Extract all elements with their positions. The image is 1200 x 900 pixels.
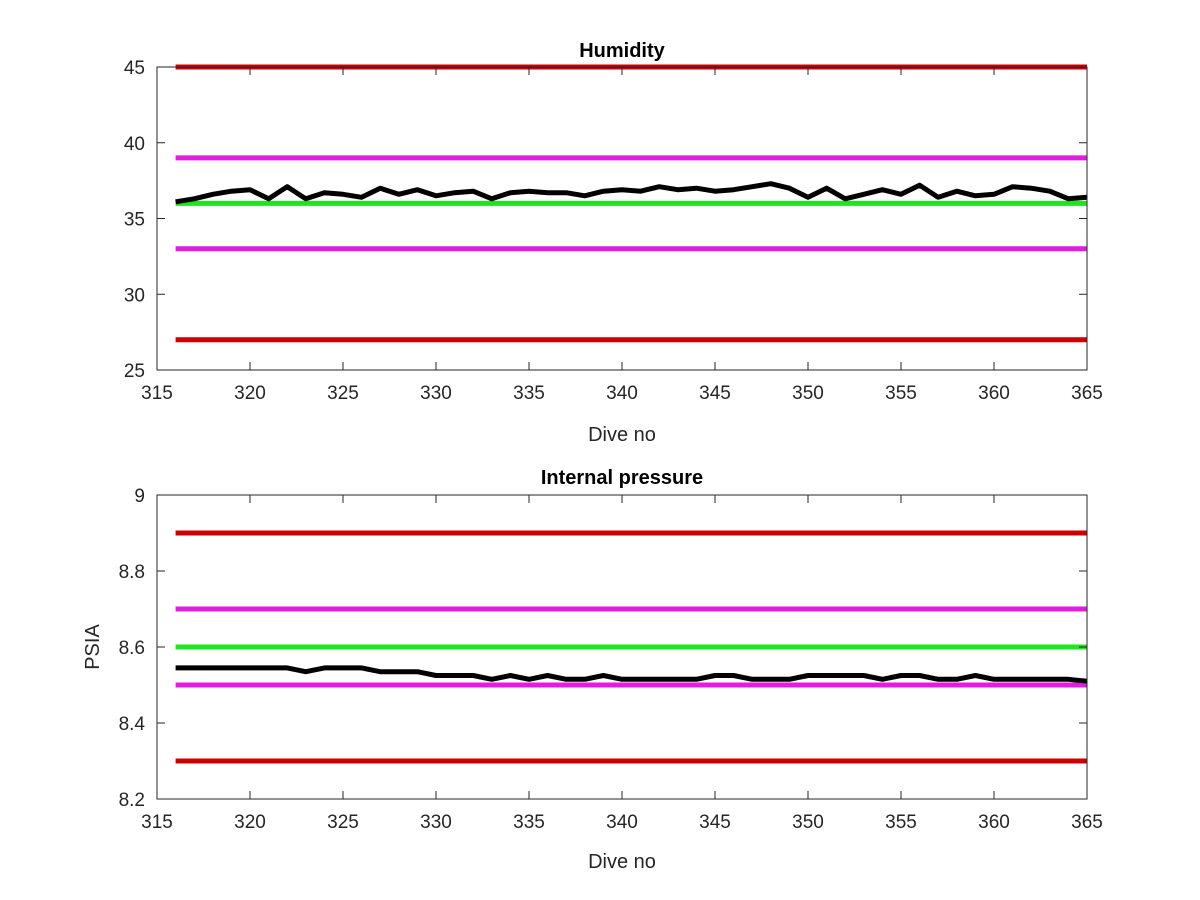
pressure-y-tick-label: 8.6	[119, 638, 145, 659]
pressure-x-tick-label: 355	[885, 812, 917, 833]
pressure-x-tick-label: 350	[792, 812, 824, 833]
humidity-x-tick-label: 315	[141, 383, 173, 404]
pressure-x-tick-label: 360	[978, 812, 1010, 833]
pressure-title: Internal pressure	[541, 467, 703, 489]
pressure-subplot: Internal pressure Dive no PSIA 315 320 325…	[82, 467, 1103, 873]
pressure-y-axis-label: PSIA	[82, 624, 104, 670]
pressure-x-tick-label: 315	[141, 812, 173, 833]
humidity-x-tick-label: 365	[1071, 383, 1103, 404]
humidity-x-tick-label: 355	[885, 383, 917, 404]
humidity-y-tick-label: 30	[124, 285, 145, 306]
pressure-series-line	[175, 665, 1088, 684]
pressure-y-tick-label: 8.2	[119, 790, 145, 811]
pressure-x-tick-label: 340	[606, 812, 638, 833]
humidity-x-tick-label: 330	[420, 383, 452, 404]
humidity-title: Humidity	[579, 40, 665, 62]
pressure-x-tick-label: 325	[327, 812, 359, 833]
humidity-y-tick-label: 40	[124, 134, 145, 155]
pressure-x-tick-label: 365	[1071, 812, 1103, 833]
humidity-subplot: Humidity Dive no 315 320 325 330 335 340 345 35…	[124, 40, 1103, 446]
humidity-x-tick-label: 360	[978, 383, 1010, 404]
humidity-x-tick-label: 335	[513, 383, 545, 404]
humidity-x-tick-label: 320	[234, 383, 266, 404]
humidity-x-axis-label: Dive no	[588, 424, 656, 446]
pressure-y-tick-label: 9	[134, 486, 145, 507]
pressure-y-tick-label: 8.8	[119, 562, 145, 583]
humidity-y-tick-label: 45	[124, 58, 145, 79]
pressure-x-axis-label: Dive no	[588, 851, 656, 873]
humidity-y-tick-label: 35	[124, 210, 145, 231]
pressure-y-tick-label: 8.4	[119, 714, 146, 735]
pressure-x-tick-label: 345	[699, 812, 731, 833]
humidity-y-tick-label: 25	[124, 361, 145, 382]
humidity-x-tick-label: 345	[699, 383, 731, 404]
pressure-x-tick-label: 320	[234, 812, 266, 833]
humidity-x-tick-label: 340	[606, 383, 638, 404]
humidity-x-tick-label: 325	[327, 383, 359, 404]
humidity-series-line	[175, 181, 1088, 205]
pressure-x-tick-label: 335	[513, 812, 545, 833]
humidity-x-tick-label: 350	[792, 383, 824, 404]
pressure-x-tick-label: 330	[420, 812, 452, 833]
